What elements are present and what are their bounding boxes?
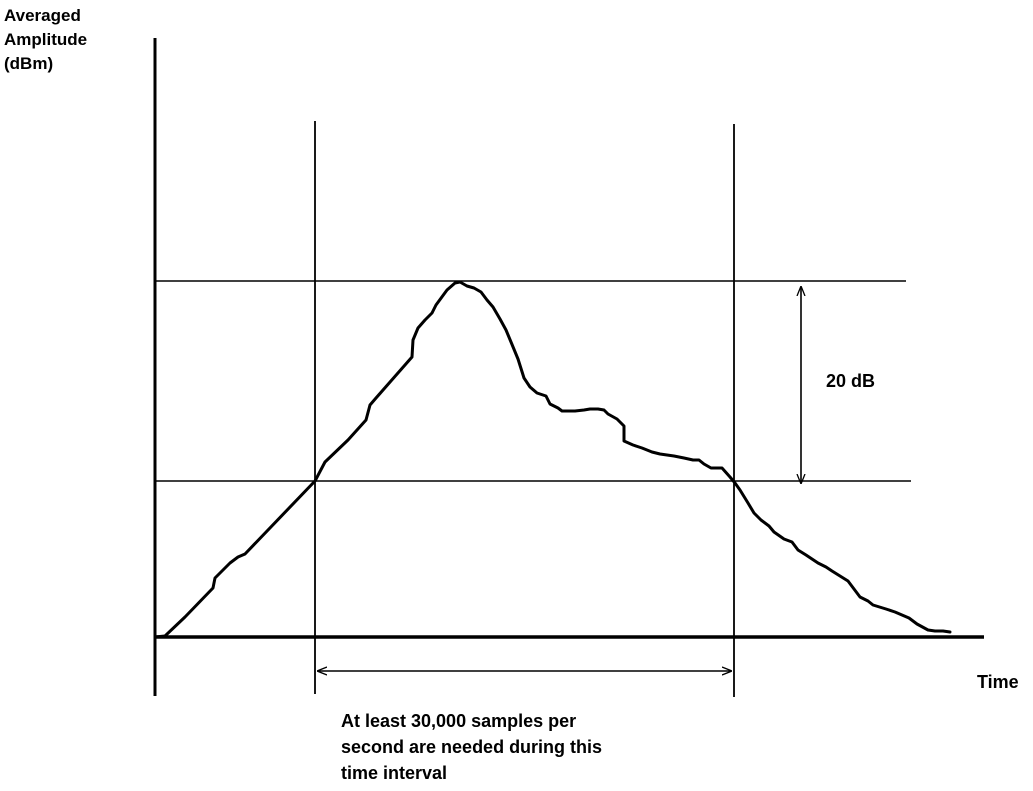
level-difference-label: 20 dB [826, 371, 875, 391]
y-axis-label: Averaged Amplitude (dBm) [4, 6, 92, 73]
x-axis-label: Time [977, 672, 1019, 692]
amplitude-curve [153, 280, 952, 639]
interval-caption: At least 30,000 samples per second are n… [341, 711, 607, 783]
